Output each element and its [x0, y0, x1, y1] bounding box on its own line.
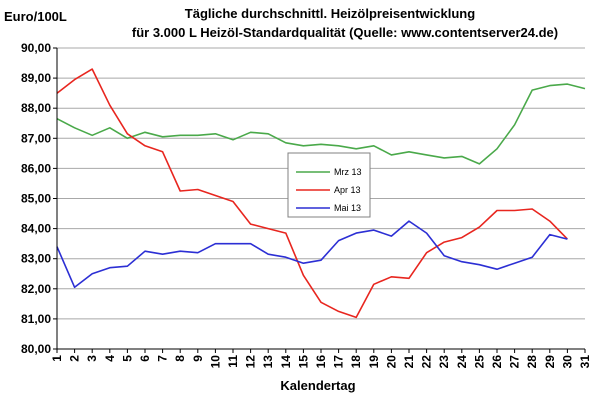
series-line-apr-13: [56, 68, 568, 319]
x-tick-label: 14: [279, 355, 293, 369]
x-tick-label: 24: [455, 355, 469, 369]
x-tick-label: 4: [103, 355, 117, 362]
x-tick-label: 29: [543, 355, 557, 369]
x-tick-label: 6: [138, 355, 152, 362]
y-tick-label: 84,00: [21, 222, 51, 236]
legend-label: Apr 13: [334, 185, 361, 195]
x-tick-label: 16: [314, 355, 328, 369]
x-tick-label: 2: [68, 355, 82, 362]
x-axis-label: Kalendertag: [280, 378, 355, 393]
y-tick-label: 81,00: [21, 312, 51, 326]
x-tick-label: 3: [85, 355, 99, 362]
x-tick-label: 15: [296, 355, 310, 369]
x-tick-label: 1: [50, 355, 64, 362]
x-tick-label: 28: [525, 355, 539, 369]
x-tick-label: 31: [578, 355, 592, 369]
legend-box: [287, 152, 371, 218]
y-tick-label: 80,00: [21, 342, 51, 356]
x-tick-label: 8: [173, 355, 187, 362]
y-tick-label: 85,00: [21, 192, 51, 206]
x-tick-label: 12: [244, 355, 258, 369]
x-tick-label: 21: [402, 355, 416, 369]
y-tick-label: 87,00: [21, 131, 51, 145]
series-lines: [56, 68, 586, 319]
y-tick-label: 86,00: [21, 161, 51, 175]
y-tick-label: 83,00: [21, 252, 51, 266]
legend-label: Mai 13: [334, 203, 361, 213]
chart-subtitle: für 3.000 L Heizöl-Standardqualität (Que…: [132, 25, 558, 40]
x-tick-label: 22: [420, 355, 434, 369]
legend-label: Mrz 13: [334, 167, 362, 177]
chart-title: Tägliche durchschnittl. Heizölpreisentwi…: [185, 6, 475, 21]
x-axis-ticks: 1 2 3 4 5 6 7 8 9 10 11 12 13 14 15 16 17 18 19 20 21 22 23 24 2…: [50, 349, 592, 368]
x-tick-label: 7: [156, 355, 170, 362]
series-line-mai-13: [56, 220, 568, 289]
x-tick-label: 30: [560, 355, 574, 369]
y-tick-label: 90,00: [21, 41, 51, 55]
y-tick-label: 89,00: [21, 71, 51, 85]
x-tick-label: 13: [261, 355, 275, 369]
x-tick-label: 19: [367, 355, 381, 369]
x-tick-label: 20: [384, 355, 398, 369]
x-tick-label: 27: [508, 355, 522, 369]
x-tick-label: 25: [472, 355, 486, 369]
legend: Mrz 13 Apr 13 Mai 13: [287, 152, 371, 218]
y-axis-ticks: 80,00 81,00 82,00 83,00 84,00 85,00 86,00 87,00…: [21, 41, 57, 356]
x-tick-label: 5: [120, 355, 134, 362]
x-tick-label: 23: [437, 355, 451, 369]
x-tick-label: 17: [332, 355, 346, 369]
x-tick-label: 10: [208, 355, 222, 369]
y-axis-label: Euro/100L: [4, 9, 67, 24]
x-tick-label: 11: [226, 355, 240, 368]
x-tick-label: 26: [490, 355, 504, 369]
series-line-mrz-13: [56, 83, 586, 165]
y-tick-label: 82,00: [21, 282, 51, 296]
y-tick-label: 88,00: [21, 101, 51, 115]
x-tick-label: 9: [191, 355, 205, 362]
x-tick-label: 18: [349, 355, 363, 369]
